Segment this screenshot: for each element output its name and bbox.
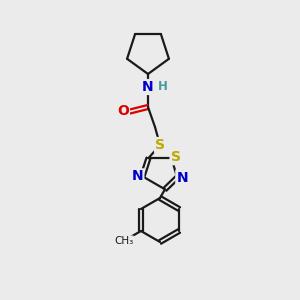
Text: N: N: [176, 171, 188, 184]
Text: S: S: [155, 138, 165, 152]
Text: N: N: [142, 80, 154, 94]
Text: H: H: [158, 80, 168, 92]
Text: O: O: [117, 104, 129, 118]
Text: N: N: [132, 169, 143, 183]
Text: CH₃: CH₃: [114, 236, 133, 246]
Text: S: S: [171, 150, 181, 164]
